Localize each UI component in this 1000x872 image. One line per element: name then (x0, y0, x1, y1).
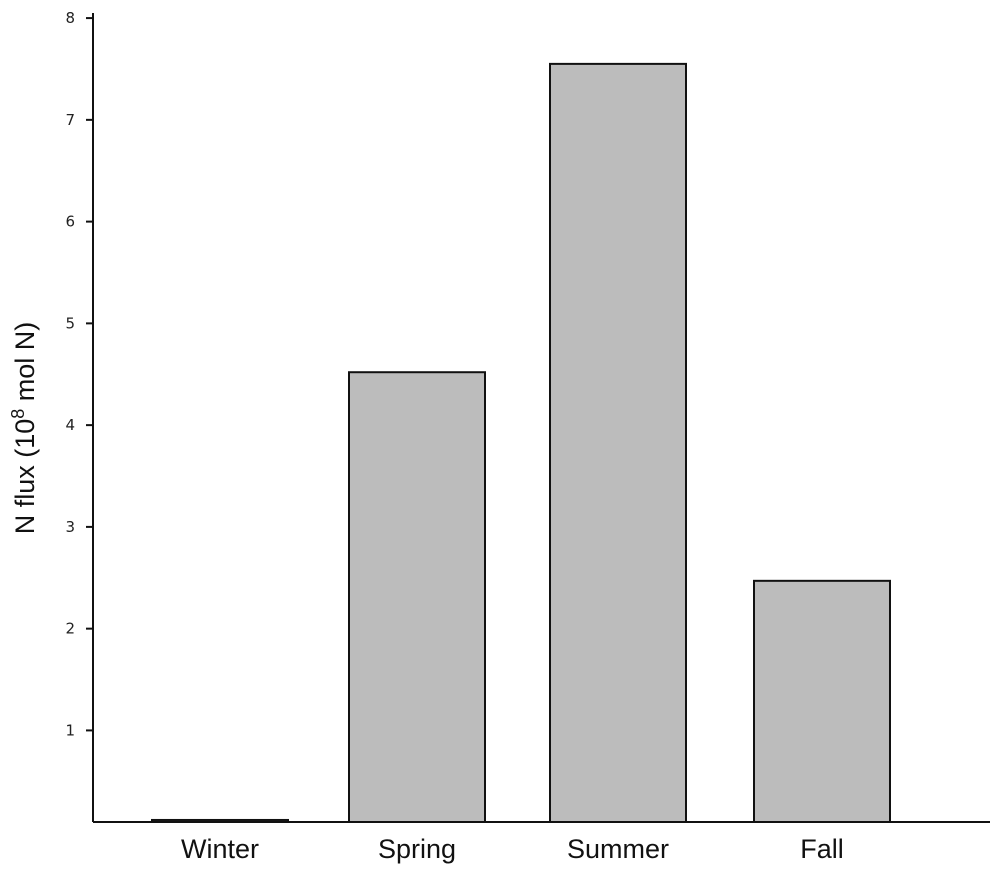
x-tick-label: Spring (378, 834, 456, 864)
x-labels-group: Winter Spring Summer Fall (181, 834, 844, 864)
y-tick-label: 2 (65, 620, 75, 638)
bar-spring (348, 371, 486, 823)
y-tick-label: 1 (65, 721, 75, 739)
y-tick-label: 5 (65, 314, 75, 332)
y-tick-label: 4 (65, 416, 75, 434)
bar-summer (549, 62, 687, 824)
bars-group (151, 62, 891, 824)
x-tick-label: Winter (181, 834, 259, 864)
x-tick-label: Summer (567, 834, 669, 864)
y-tick-label: 8 (65, 9, 75, 27)
y-axis-label: N flux (108 mol N) (8, 322, 40, 535)
y-tick-label: 6 (65, 213, 75, 231)
y-tick-label: 3 (65, 518, 75, 536)
x-tick-label: Fall (800, 834, 844, 864)
bar-fall (753, 579, 891, 823)
y-tick-label: 7 (65, 111, 75, 129)
y-axis-label-prefix: N flux (10 (10, 419, 40, 535)
y-axis-label-suffix: mol N) (10, 322, 40, 409)
y-axis-label-superscript: 8 (8, 409, 28, 419)
y-ticks-group: 1 2 3 4 5 6 7 8 (65, 9, 93, 739)
axes-group (92, 13, 990, 823)
